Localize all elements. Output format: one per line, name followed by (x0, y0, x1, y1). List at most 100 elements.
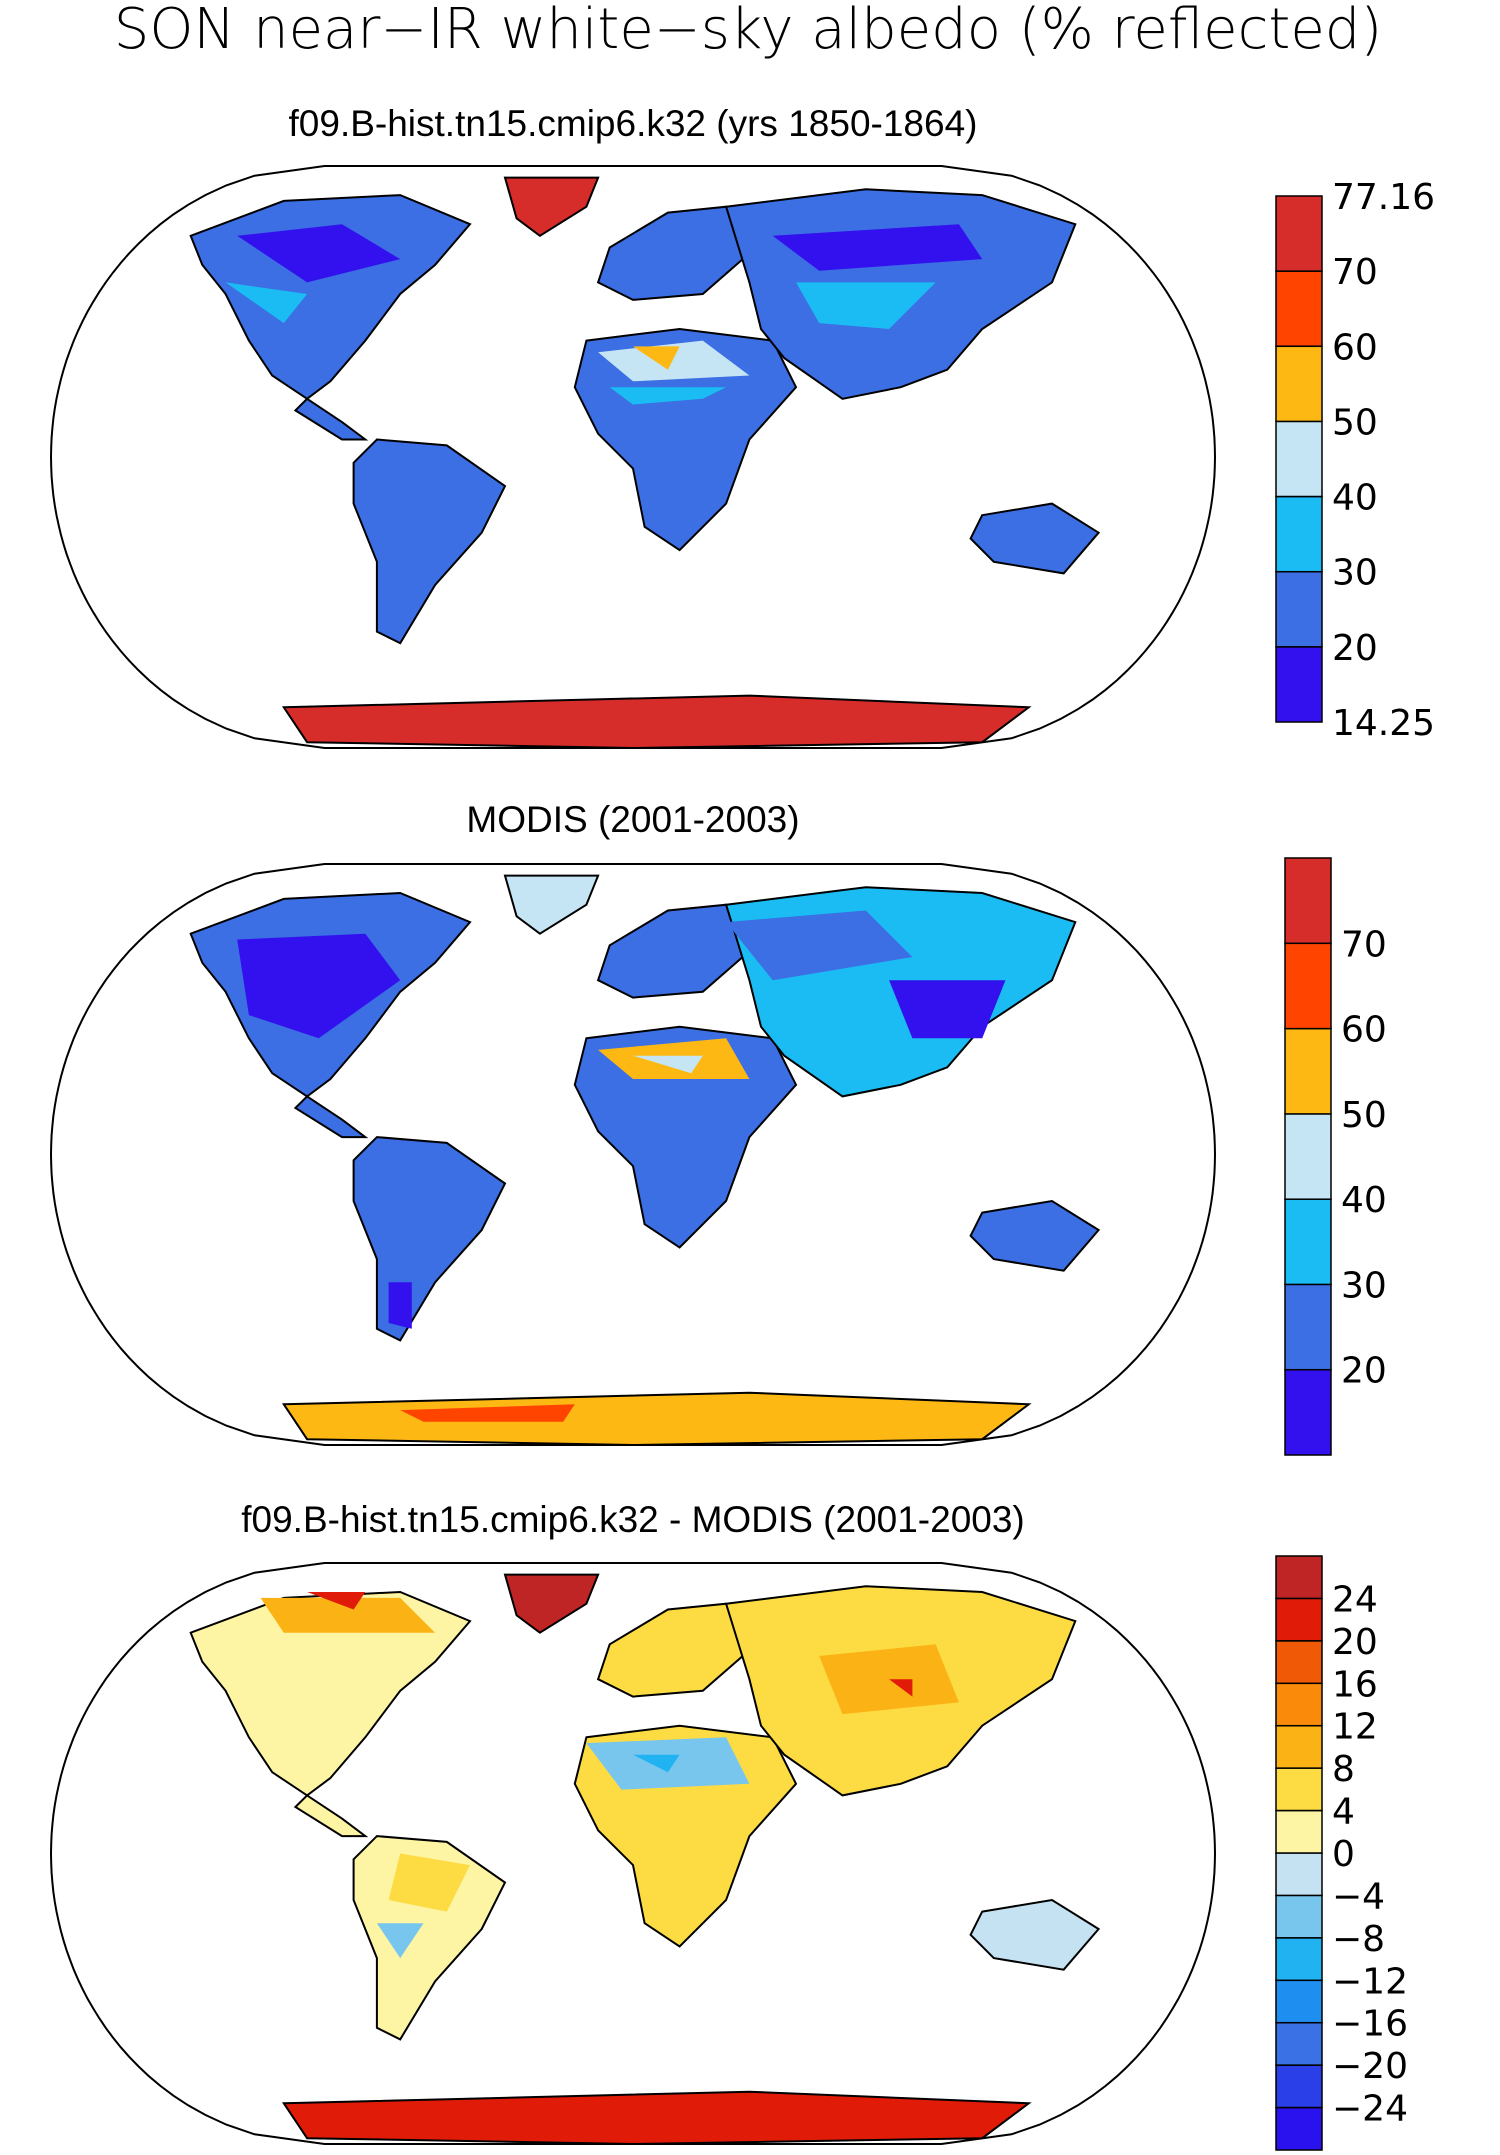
panel-obs: MODIS (2001-2003) 70 60 50 40 30 20 (49, 799, 1387, 1456)
colorbar-tick-label: 70 (1332, 252, 1378, 293)
colorbar-tick-label: −8 (1332, 1919, 1385, 1960)
colorbar-tick-label: 40 (1341, 1180, 1387, 1221)
map-boundary (49, 1562, 1217, 2145)
land-antarctica (281, 694, 1032, 748)
map-boundary (49, 863, 1217, 1446)
colorbar-tick-label: 70 (1341, 924, 1387, 965)
field-patch (889, 1679, 913, 1697)
colorbar-swatch (1284, 857, 1332, 945)
colorbar-swatch (1275, 195, 1323, 272)
world-map-modis (49, 863, 1217, 1446)
land-southAmerica (352, 1136, 507, 1342)
land-centralAm (293, 1095, 369, 1139)
colorbar-tick-label: −4 (1332, 1876, 1385, 1917)
colorbar-swatch (1275, 1767, 1323, 1812)
colorbar-swatch (1275, 2021, 1323, 2066)
field-patch (598, 340, 750, 382)
land-europe (596, 205, 751, 301)
land-australia (969, 1199, 1101, 1272)
colorbar-swatch (1275, 646, 1323, 723)
field-patch (388, 1282, 412, 1329)
panel-title-model: f09.B-hist.tn15.cmip6.k32 (yrs 1850-1864… (289, 103, 978, 144)
colorbar-tick-label: 16 (1332, 1664, 1378, 1705)
colorbar-tick-label: 60 (1332, 327, 1378, 368)
field-patch (307, 1592, 366, 1610)
field-patch (237, 224, 401, 283)
colorbar-swatch (1284, 1368, 1332, 1456)
colorbar-swatch (1275, 1555, 1323, 1600)
colorbar-tick-label: 0 (1332, 1834, 1355, 1875)
colorbar-tick-label: 20 (1332, 628, 1378, 669)
colorbar-swatch (1275, 1682, 1323, 1727)
colorbar-swatch (1284, 1027, 1332, 1115)
colorbar-tick-label: −24 (1332, 2089, 1408, 2130)
colorbar-swatch (1275, 2106, 1323, 2151)
colorbar-tick-label: 12 (1332, 1707, 1378, 1748)
colorbar-swatch (1275, 270, 1323, 347)
colorbar-swatch (1284, 942, 1332, 1030)
colorbar-swatch (1275, 1894, 1323, 1939)
field-patch (609, 387, 727, 405)
colorbar-tick-label: −12 (1332, 1961, 1408, 2002)
field-patch (796, 282, 936, 329)
map-boundary (49, 165, 1217, 749)
land-africa (573, 327, 798, 552)
field-patch (260, 1597, 436, 1633)
colorbar-tick-label: −20 (1332, 2046, 1408, 2087)
colorbar-tick-label: 40 (1332, 478, 1378, 519)
land-greenland (503, 874, 600, 935)
land-australia (969, 1898, 1101, 1971)
colorbar-swatch (1275, 1809, 1323, 1854)
field-patch (388, 1853, 470, 1912)
land-centralAm (293, 1794, 369, 1838)
colorbar-modis: 70 60 50 40 30 20 (1284, 857, 1387, 1456)
colorbar-tick-label: 24 (1332, 1579, 1378, 1620)
world-map-difference (49, 1562, 1217, 2145)
colorbar-tick-label: −16 (1332, 2004, 1408, 2045)
field-patch (772, 224, 983, 271)
field-patch (633, 1754, 680, 1773)
colorbar-tick-label: 50 (1332, 402, 1378, 443)
land-europe (596, 903, 751, 999)
land-australia (969, 502, 1101, 575)
colorbar-swatch (1275, 420, 1323, 498)
land-centralAm (293, 397, 369, 441)
colorbar-swatch (1275, 1979, 1323, 2024)
field-patch (726, 910, 913, 981)
colorbar-tick-label: 30 (1332, 553, 1378, 594)
colorbar-swatch (1275, 570, 1323, 648)
land-europe (596, 1602, 751, 1698)
field-patch (633, 346, 680, 370)
field-patch (237, 933, 401, 1039)
colorbar-tick-label: 50 (1341, 1095, 1387, 1136)
field-patch (400, 1404, 575, 1422)
panel-diff: f09.B-hist.tn15.cmip6.k32 - MODIS (2001-… (49, 1499, 1408, 2151)
colorbar-tick-label: 20 (1332, 1622, 1378, 1663)
colorbar-swatch (1275, 345, 1323, 423)
colorbar-tick-label: 77.16 (1332, 177, 1435, 218)
figure-title: SON near−IR white−sky albedo (% reflecte… (114, 0, 1382, 62)
colorbar-tick-label: 14.25 (1332, 703, 1435, 744)
colorbar-swatch (1275, 1640, 1323, 1685)
colorbar-swatch (1275, 1937, 1323, 1982)
field-patch (225, 282, 308, 324)
panel-title-difference: f09.B-hist.tn15.cmip6.k32 - MODIS (2001-… (241, 1499, 1025, 1540)
colorbar-swatch (1284, 1113, 1332, 1200)
colorbar-tick-label: 30 (1341, 1265, 1387, 1306)
colorbar-swatch (1275, 495, 1323, 573)
world-map-model (49, 165, 1217, 749)
land-southAmerica (352, 438, 507, 645)
land-antarctica (281, 1391, 1032, 1445)
field-patch (889, 980, 1006, 1039)
colorbar-swatch (1275, 1597, 1323, 1642)
land-africa (573, 1025, 798, 1249)
panel-title-modis: MODIS (2001-2003) (466, 799, 799, 840)
field-patch (376, 1923, 424, 1959)
colorbar-tick-label: 8 (1332, 1749, 1355, 1790)
colorbar-tick-label: 4 (1332, 1792, 1355, 1833)
land-greenland (503, 1573, 600, 1634)
colorbar-tick-label: 60 (1341, 1010, 1387, 1051)
colorbar-swatch (1284, 1198, 1332, 1286)
